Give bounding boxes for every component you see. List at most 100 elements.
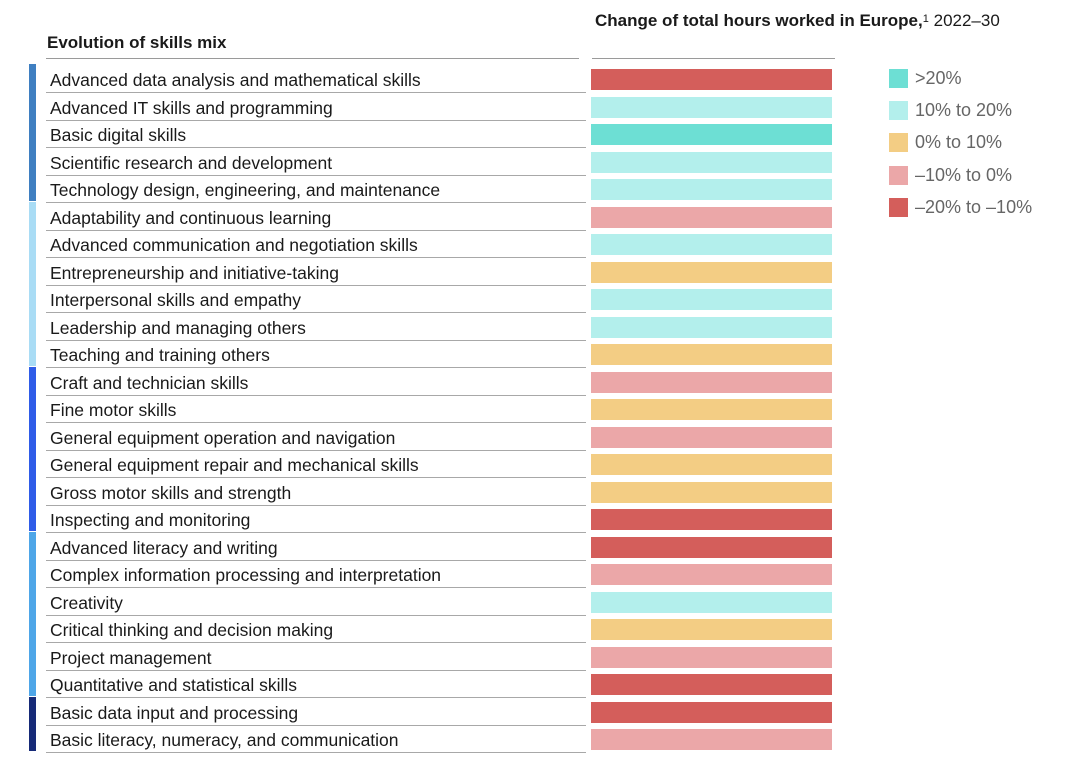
skill-label: Leadership and managing others (50, 318, 306, 338)
change-bar (591, 69, 832, 90)
skill-label: Technology design, engineering, and main… (50, 180, 441, 200)
legend-label: –20% to –10% (915, 197, 1033, 217)
skill-row: Quantitative and statistical skills (46, 671, 586, 698)
change-bar (591, 564, 832, 585)
skill-row: Advanced communication and negotiation s… (46, 231, 586, 258)
group-indicator-bar (29, 202, 36, 366)
legend-swatch (889, 198, 908, 217)
skill-row: Inspecting and monitoring (46, 506, 586, 533)
change-bar (591, 537, 832, 558)
skill-label: Advanced data analysis and mathematical … (50, 70, 421, 90)
skill-label: Advanced literacy and writing (50, 538, 278, 558)
change-bar (591, 647, 832, 668)
skill-label: Interpersonal skills and empathy (50, 290, 301, 310)
change-bar (591, 427, 832, 448)
change-bar (591, 509, 832, 530)
skill-row: Interpersonal skills and empathy (46, 286, 586, 313)
change-header-period: 2022–30 (933, 11, 1000, 30)
skill-label: Creativity (50, 593, 123, 613)
legend-swatch (889, 101, 908, 120)
skill-row: Critical thinking and decision making (46, 616, 586, 643)
skill-row: Basic data input and processing (46, 699, 586, 726)
skill-row: General equipment operation and navigati… (46, 424, 586, 451)
legend-item: >20% (889, 66, 1079, 88)
skill-label: Fine motor skills (50, 400, 177, 420)
skill-label: General equipment repair and mechanical … (50, 455, 419, 475)
change-bar (591, 97, 832, 118)
change-bar (591, 592, 832, 613)
legend-swatch (889, 69, 908, 88)
skill-label: Basic literacy, numeracy, and communicat… (50, 730, 399, 750)
skill-row: Advanced literacy and writing (46, 534, 586, 561)
skill-row: Advanced data analysis and mathematical … (46, 66, 586, 93)
skill-label: Advanced communication and negotiation s… (50, 235, 418, 255)
legend-label: –10% to 0% (915, 165, 1013, 185)
skill-label: Project management (50, 648, 212, 668)
legend-label: 10% to 20% (915, 100, 1013, 120)
group-indicator-bar (29, 64, 36, 201)
legend-swatch (889, 133, 908, 152)
skill-label: Craft and technician skills (50, 373, 249, 393)
legend-item: –20% to –10% (889, 195, 1079, 217)
skills-column-header: Evolution of skills mix (47, 33, 227, 52)
change-bar (591, 317, 832, 338)
change-header-rule (592, 58, 835, 59)
change-header-text: Change of total hours worked in Europe, (595, 11, 923, 30)
skill-label: Critical thinking and decision making (50, 620, 334, 640)
change-bar (591, 372, 832, 393)
skills-header-rule (46, 58, 579, 59)
skill-row: Leadership and managing others (46, 314, 586, 341)
legend-item: 10% to 20% (889, 98, 1079, 120)
change-bar (591, 454, 832, 475)
change-bar (591, 179, 832, 200)
skill-row: Fine motor skills (46, 396, 586, 423)
skill-row: Basic digital skills (46, 121, 586, 148)
skill-label: Quantitative and statistical skills (50, 675, 298, 695)
change-bar (591, 482, 832, 503)
change-bar (591, 234, 832, 255)
skill-row: General equipment repair and mechanical … (46, 451, 586, 478)
skill-row: Project management (46, 644, 586, 671)
group-indicator-bar (29, 532, 36, 696)
group-indicator-bar (29, 367, 36, 531)
change-bar (591, 674, 832, 695)
skill-label: Basic data input and processing (50, 703, 299, 723)
legend-swatch (889, 166, 908, 185)
skill-label: Scientific research and development (50, 153, 333, 173)
skill-row: Teaching and training others (46, 341, 586, 368)
change-bar (591, 399, 832, 420)
skill-row: Craft and technician skills (46, 369, 586, 396)
skill-label: Advanced IT skills and programming (50, 98, 333, 118)
skill-row: Adaptability and continuous learning (46, 204, 586, 231)
change-bar (591, 702, 832, 723)
change-bar (591, 207, 832, 228)
skill-label: Entrepreneurship and initiative-taking (50, 263, 339, 283)
skill-label: Teaching and training others (50, 345, 270, 365)
change-bar (591, 124, 832, 145)
change-bar (591, 344, 832, 365)
skill-row: Technology design, engineering, and main… (46, 176, 586, 203)
change-column-header: Change of total hours worked in Europe,1… (595, 10, 1000, 31)
skill-row: Complex information processing and inter… (46, 561, 586, 588)
change-bar (591, 152, 832, 173)
skill-label: Gross motor skills and strength (50, 483, 292, 503)
change-bar (591, 262, 832, 283)
change-bar (591, 619, 832, 640)
skill-label: Adaptability and continuous learning (50, 208, 332, 228)
skill-row: Gross motor skills and strength (46, 479, 586, 506)
skill-label: Basic digital skills (50, 125, 187, 145)
skill-row: Advanced IT skills and programming (46, 94, 586, 121)
skill-label: General equipment operation and navigati… (50, 428, 396, 448)
legend-item: –10% to 0% (889, 163, 1079, 185)
skill-row: Scientific research and development (46, 149, 586, 176)
change-bar (591, 289, 832, 310)
skill-row: Creativity (46, 589, 586, 616)
change-bar (591, 729, 832, 750)
skill-row: Entrepreneurship and initiative-taking (46, 259, 586, 286)
footnote-marker: 1 (922, 13, 929, 25)
legend-label: >20% (915, 68, 962, 88)
legend-label: 0% to 10% (915, 132, 1003, 152)
group-indicator-bar (29, 697, 36, 751)
legend-item: 0% to 10% (889, 130, 1079, 152)
